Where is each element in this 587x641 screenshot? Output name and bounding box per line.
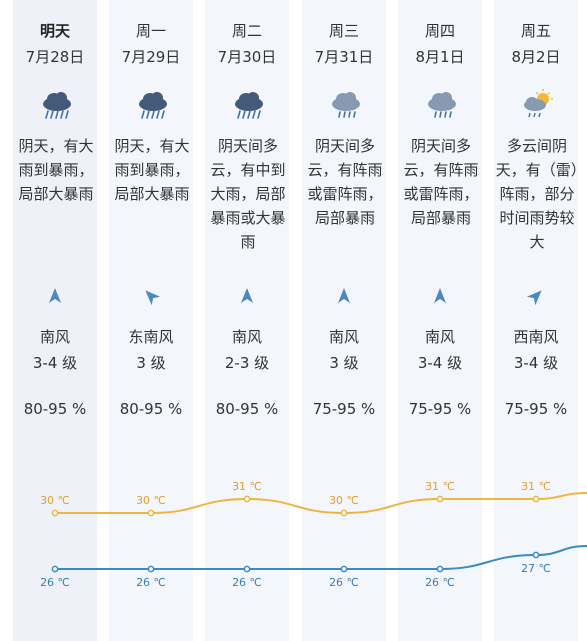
sun-cloud-rain-icon: [521, 88, 555, 122]
day-column[interactable]: 周一 7月29日 阴天，有大雨到暴雨，局部大暴雨 东南风 3 级 80-95 %: [103, 0, 199, 641]
high-temp-label: 30 ℃: [136, 494, 166, 507]
high-temp-label: 30 ℃: [329, 494, 359, 507]
day-name: 周三: [328, 22, 359, 40]
humidity: 80-95 %: [215, 400, 279, 418]
wind-level: 3-4 级: [513, 354, 559, 372]
day-column[interactable]: 周四 8月1日 阴天间多云，有阵雨或雷阵雨，局部暴雨 南风 3-4 级 75-9…: [392, 0, 488, 641]
low-temp-point: [147, 565, 155, 573]
wind-direction: 东南风: [128, 328, 174, 346]
day-date: 7月31日: [314, 48, 374, 66]
day-name: 周一: [135, 22, 166, 40]
wind-arrow-icon: [526, 286, 546, 306]
humidity: 75-95 %: [408, 400, 472, 418]
low-temp-line: [55, 545, 587, 571]
high-temp-label: 31 ℃: [521, 480, 551, 493]
high-temp-label: 30 ℃: [40, 494, 70, 507]
wind-direction: 南风: [328, 328, 359, 346]
heavy-rain-icon: [232, 88, 266, 122]
low-temp-label: 26 ℃: [425, 576, 455, 589]
day-date: 7月30日: [217, 48, 277, 66]
low-temp-label: 27 ℃: [521, 562, 551, 575]
day-name: 周五: [520, 22, 551, 40]
wind-level: 2-3 级: [224, 354, 270, 372]
day-date: 8月1日: [415, 48, 465, 66]
low-temp-point: [340, 565, 348, 573]
high-temp-line: [55, 492, 587, 515]
humidity: 75-95 %: [504, 400, 568, 418]
weather-description: 阴天，有大雨到暴雨，局部大暴雨: [114, 137, 190, 203]
weather-description: 多云间阴天，有（雷）阵雨，部分时间雨势较大: [495, 137, 579, 251]
day-column[interactable]: 周五 8月2日 多云间阴天，有（雷）阵雨，部分时间雨势较大 西南风 3-4 级 …: [488, 0, 584, 641]
wind-arrow-icon: [45, 286, 65, 306]
weather-description: 阴天间多云，有阵雨或雷阵雨，局部暴雨: [307, 137, 383, 227]
low-temp-point: [532, 551, 540, 559]
low-temp-point: [243, 565, 251, 573]
wind-level: 3-4 级: [417, 354, 463, 372]
wind-arrow-icon: [334, 286, 354, 306]
wind-direction: 南风: [424, 328, 455, 346]
day-date: 7月28日: [25, 48, 85, 66]
wind-arrow-icon: [430, 286, 450, 306]
high-temp-point: [436, 495, 444, 503]
humidity: 80-95 %: [23, 400, 87, 418]
weather-description: 阴天间多云，有阵雨或雷阵雨，局部暴雨: [403, 137, 479, 227]
rain-icon: [425, 88, 459, 122]
day-date: 7月29日: [121, 48, 181, 66]
high-temp-label: 31 ℃: [232, 480, 262, 493]
wind-direction: 南风: [39, 328, 70, 346]
day-name: 周二: [231, 22, 262, 40]
humidity: 75-95 %: [312, 400, 376, 418]
wind-level: 3 级: [329, 354, 359, 372]
heavy-rain-icon: [136, 88, 170, 122]
weather-description: 阴天间多云，有中到大雨，局部暴雨或大暴雨: [210, 137, 286, 251]
wind-direction: 西南风: [513, 328, 559, 346]
day-date: 8月2日: [511, 48, 561, 66]
day-column[interactable]: 周二 7月30日 阴天间多云，有中到大雨，局部暴雨或大暴雨 南风 2-3 级 8…: [199, 0, 295, 641]
day-name: 周四: [424, 22, 455, 40]
high-temp-label: 31 ℃: [425, 480, 455, 493]
low-temp-point: [436, 565, 444, 573]
high-temp-point: [340, 509, 348, 517]
wind-direction: 南风: [231, 328, 262, 346]
wind-level: 3-4 级: [32, 354, 78, 372]
low-temp-label: 26 ℃: [40, 576, 70, 589]
low-temp-label: 26 ℃: [232, 576, 262, 589]
day-name: 明天: [39, 22, 70, 40]
high-temp-point: [147, 509, 155, 517]
low-temp-point: [51, 565, 59, 573]
day-column[interactable]: 周三 7月31日 阴天间多云，有阵雨或雷阵雨，局部暴雨 南风 3 级 75-95…: [296, 0, 392, 641]
high-temp-point: [532, 495, 540, 503]
day-column[interactable]: 明天 7月28日 阴天，有大雨到暴雨，局部大暴雨 南风 3-4 级 80-95 …: [7, 0, 103, 641]
weather-description: 阴天，有大雨到暴雨，局部大暴雨: [18, 137, 94, 203]
humidity: 80-95 %: [119, 400, 183, 418]
rain-icon: [329, 88, 363, 122]
wind-arrow-icon: [237, 286, 257, 306]
wind-level: 3 级: [136, 354, 166, 372]
high-temp-point: [243, 495, 251, 503]
low-temp-label: 26 ℃: [136, 576, 166, 589]
high-temp-point: [51, 509, 59, 517]
wind-arrow-icon: [141, 286, 161, 306]
low-temp-label: 26 ℃: [329, 576, 359, 589]
heavy-rain-icon: [40, 88, 74, 122]
